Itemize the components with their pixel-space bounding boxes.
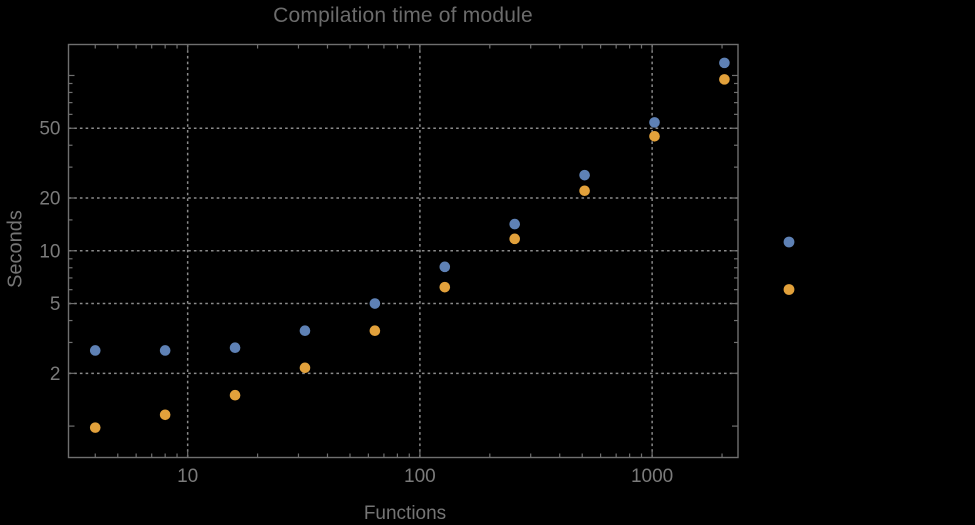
data-point-series-2-orange-128: [439, 281, 451, 293]
data-point-series-2-orange-16: [229, 389, 241, 401]
chart-title: Compilation time of module: [273, 4, 533, 27]
legend-marker-orange: [783, 284, 795, 295]
x-tick-label-100: 100: [404, 466, 436, 487]
x-axis-label: Functions: [363, 503, 447, 524]
y-tick-label-20: 20: [39, 189, 60, 210]
legend-marker-blue: [783, 236, 795, 248]
data-point-series-2-orange-4: [89, 422, 101, 433]
data-point-series-2-orange-256: [509, 233, 521, 245]
data-point-series-1-blue-4: [89, 345, 101, 356]
data-point-series-2-orange-64: [369, 325, 381, 337]
data-point-series-2-orange-32: [299, 362, 311, 374]
data-point-series-1-blue-128: [439, 261, 451, 273]
data-point-series-2-orange-1024: [649, 130, 660, 142]
y-tick-label-50: 50: [39, 119, 60, 140]
data-point-series-1-blue-2048: [719, 57, 730, 69]
y-tick-label-2: 2: [50, 364, 61, 385]
data-point-series-1-blue-256: [509, 218, 521, 230]
data-point-series-2-orange-2048: [719, 74, 730, 85]
x-tick-label-10: 10: [177, 466, 198, 487]
y-axis-label: Seconds: [4, 210, 27, 288]
data-point-series-2-orange-512: [579, 185, 590, 197]
data-point-series-1-blue-64: [369, 298, 381, 309]
x-tick-label-1000: 1000: [631, 466, 673, 487]
data-point-series-2-orange-8: [159, 409, 171, 421]
data-point-series-1-blue-512: [579, 169, 590, 181]
y-tick-label-10: 10: [39, 241, 60, 262]
data-point-series-1-blue-1024: [649, 117, 660, 128]
y-tick-label-5: 5: [50, 294, 61, 315]
plot-frame: [67, 43, 739, 459]
data-point-series-1-blue-8: [159, 345, 171, 356]
data-point-series-1-blue-16: [229, 342, 241, 354]
data-point-series-1-blue-32: [299, 325, 311, 337]
